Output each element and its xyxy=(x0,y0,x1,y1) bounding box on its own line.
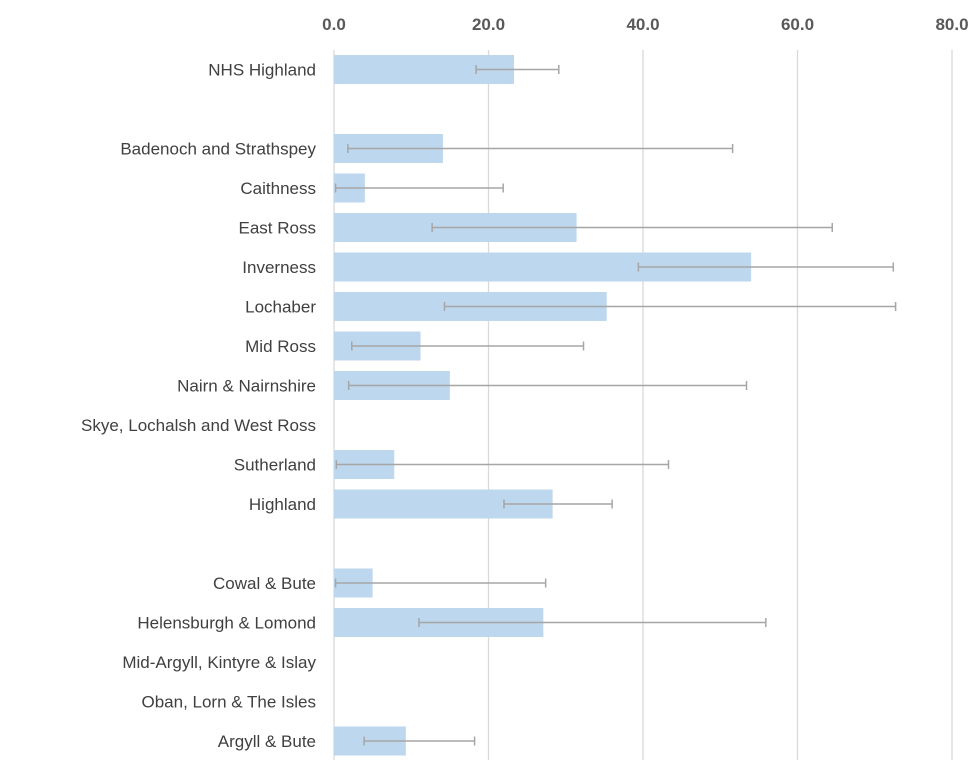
error-bar xyxy=(431,223,834,232)
x-axis-tick-labels: 0.0 20.0 40.0 60.0 80.0 xyxy=(322,15,968,34)
error-bar xyxy=(418,618,767,627)
x-tick-label: 60.0 xyxy=(781,15,814,34)
error-bar xyxy=(347,381,748,390)
error-bar xyxy=(475,65,560,74)
error-bar xyxy=(363,736,476,746)
category-label: Caithness xyxy=(240,179,316,198)
category-label: Lochaber xyxy=(245,298,316,317)
category-label: Mid Ross xyxy=(245,337,316,356)
x-tick-label: 40.0 xyxy=(626,15,659,34)
error-bar xyxy=(637,262,895,272)
category-label: Skye, Lochalsh and West Ross xyxy=(81,416,316,435)
category-label: Oban, Lorn & The Isles xyxy=(141,693,316,712)
x-tick-label: 20.0 xyxy=(472,15,505,34)
error-bar xyxy=(351,341,585,351)
error-bar xyxy=(443,302,897,311)
category-label: Mid-Argyll, Kintyre & Islay xyxy=(122,653,316,672)
category-label: Cowal & Bute xyxy=(213,574,316,593)
x-tick-label: 80.0 xyxy=(935,15,968,34)
x-tick-label: 0.0 xyxy=(322,15,346,34)
error-bars xyxy=(334,65,897,746)
category-label: East Ross xyxy=(239,219,316,238)
category-labels: NHS Highland Badenoch and Strathspey Caith… xyxy=(81,61,316,752)
category-label: Nairn & Nairnshire xyxy=(177,377,316,396)
error-bar xyxy=(503,499,613,509)
category-label: Sutherland xyxy=(234,456,316,475)
category-label: Helensburgh & Lomond xyxy=(137,614,316,633)
category-label: Argyll & Bute xyxy=(218,732,316,751)
category-label: NHS Highland xyxy=(208,61,316,80)
category-label: Inverness xyxy=(242,258,316,277)
category-label: Highland xyxy=(249,495,316,514)
bars xyxy=(334,55,752,756)
category-label: Badenoch and Strathspey xyxy=(120,140,316,159)
error-bar xyxy=(334,578,547,588)
error-bar xyxy=(335,460,670,469)
error-bar xyxy=(347,144,734,153)
error-bar xyxy=(334,183,504,193)
gridlines xyxy=(333,50,953,760)
